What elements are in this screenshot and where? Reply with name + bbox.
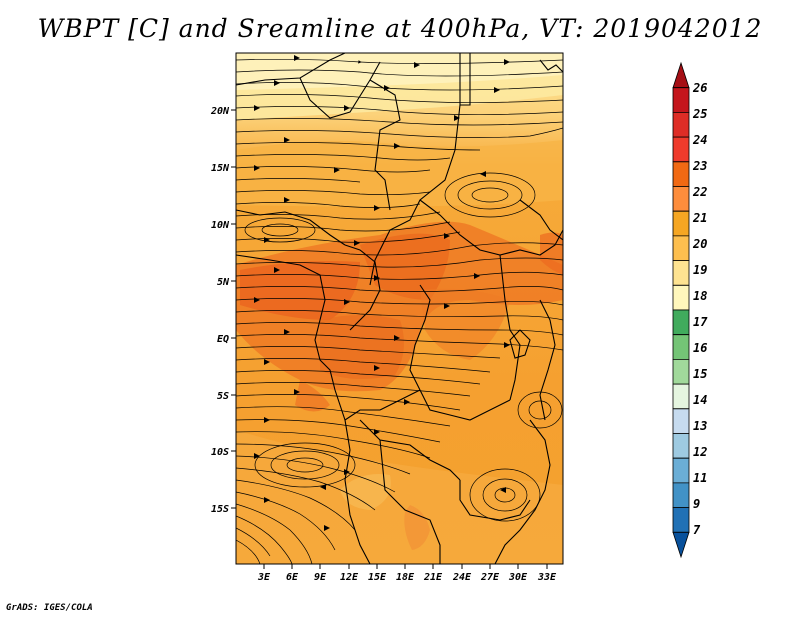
colorbar-segment xyxy=(672,457,690,484)
lon-axis: 3E 6E 9E 12E 15E 18E 21E 24E 27E 30E 33E xyxy=(257,564,557,583)
colorbar-label: 21 xyxy=(692,211,707,225)
colorbar-segment xyxy=(672,309,690,336)
colorbar-segment xyxy=(672,210,690,237)
lat-tick-label: EQ xyxy=(217,334,229,345)
grads-credit: GrADS: IGES/COLA xyxy=(6,603,93,613)
lon-tick-label: 30E xyxy=(508,572,528,583)
lat-tick-label: 10N xyxy=(211,220,230,231)
colorbar-segment xyxy=(672,408,690,434)
lon-tick-label: 18E xyxy=(396,572,415,583)
colorbar-label: 15 xyxy=(693,367,707,381)
colorbar-segment xyxy=(672,482,690,508)
lat-axis: 20N 15N 10N 5N EQ 5S 10S 15S xyxy=(210,106,236,515)
lon-tick-label: 9E xyxy=(314,572,327,583)
colorbar-label: 11 xyxy=(693,471,707,485)
colorbar-label: 12 xyxy=(693,445,707,459)
colorbar-top-arrow xyxy=(672,61,690,89)
colorbar-label: 17 xyxy=(693,315,708,329)
lon-tick-label: 12E xyxy=(340,572,359,583)
colorbar-segment xyxy=(672,260,690,286)
country-borders xyxy=(236,53,563,564)
colorbar-label: 20 xyxy=(692,237,707,251)
colorbar-segment xyxy=(672,334,690,360)
colorbar-segment xyxy=(672,507,690,533)
lat-tick-label: 15S xyxy=(211,504,229,515)
lat-tick-label: 5N xyxy=(217,277,230,288)
lat-tick-label: 20N xyxy=(210,106,230,117)
colorbar-segment xyxy=(672,383,690,410)
lon-tick-label: 27E xyxy=(480,572,500,583)
colorbar-segment xyxy=(672,136,690,163)
lon-tick-label: 21E xyxy=(423,572,443,583)
colorbar-bottom-arrow xyxy=(672,531,690,559)
streamlines xyxy=(236,55,563,564)
lon-tick-label: 33E xyxy=(537,572,557,583)
map-title: WBPT [C] and Sreamline at 400hPa, VT: 20… xyxy=(37,14,763,43)
colorbar-segment xyxy=(672,186,690,212)
colorbar-segment xyxy=(672,161,690,187)
colorbar-label: 14 xyxy=(693,393,707,407)
lon-tick-label: 24E xyxy=(452,572,472,583)
lat-tick-label: 5S xyxy=(217,391,229,402)
shaded-field xyxy=(236,53,563,564)
lat-tick-label: 10S xyxy=(211,447,229,458)
colorbar-label: 9 xyxy=(693,497,700,511)
colorbar-segment xyxy=(672,87,690,113)
colorbar-label: 24 xyxy=(692,133,707,147)
colorbar: 26 25 24 23 22 21 20 19 18 17 16 15 14 1… xyxy=(672,61,708,559)
colorbar-label: 16 xyxy=(693,341,707,355)
colorbar-label: 23 xyxy=(692,159,707,173)
lon-tick-label: 6E xyxy=(286,572,299,583)
colorbar-label: 26 xyxy=(692,81,707,95)
colorbar-label: 22 xyxy=(692,185,707,199)
lat-tick-label: 15N xyxy=(211,163,230,174)
colorbar-segment xyxy=(672,433,690,459)
lon-tick-label: 15E xyxy=(368,572,387,583)
colorbar-labels: 26 25 24 23 22 21 20 19 18 17 16 15 14 1… xyxy=(692,81,708,537)
colorbar-label: 19 xyxy=(693,263,707,277)
colorbar-segment xyxy=(672,112,690,138)
colorbar-segment xyxy=(672,284,690,311)
map-frame xyxy=(235,52,564,565)
colorbar-label: 25 xyxy=(692,107,707,121)
colorbar-segment xyxy=(672,359,690,385)
colorbar-segments xyxy=(672,61,690,559)
colorbar-segment xyxy=(672,235,690,261)
colorbar-label: 18 xyxy=(693,289,707,303)
colorbar-label: 13 xyxy=(693,419,707,433)
lon-tick-label: 3E xyxy=(257,572,271,583)
colorbar-label: 7 xyxy=(693,523,701,537)
